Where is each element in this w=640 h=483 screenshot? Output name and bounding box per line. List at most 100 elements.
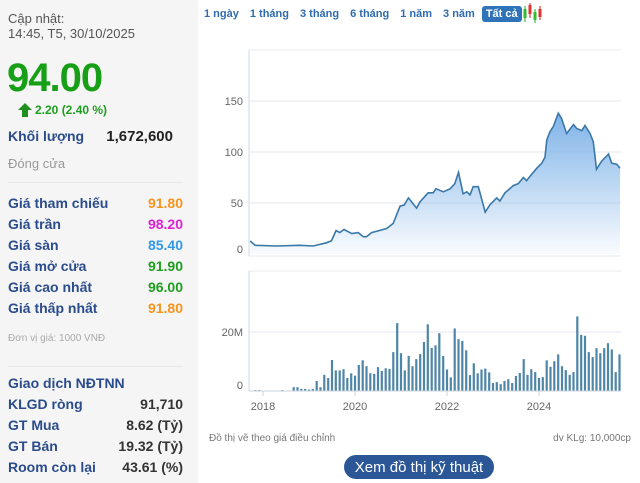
change-value: 2.20 (2.40 %) bbox=[35, 103, 108, 117]
volume-bar bbox=[537, 378, 541, 391]
tab-range[interactable]: Tất cả bbox=[481, 6, 522, 22]
price-tick-label: 0 bbox=[237, 244, 243, 256]
foreign-row: GT Bán 19.32 (Tỷ) bbox=[8, 436, 183, 456]
price-value: 91.90 bbox=[147, 258, 183, 274]
volume-bar bbox=[507, 379, 510, 391]
volume-bar bbox=[396, 323, 399, 391]
volume-bar bbox=[522, 359, 525, 391]
tab-range[interactable]: 3 tháng bbox=[299, 8, 340, 20]
volume-bar bbox=[442, 355, 445, 391]
volume-bar bbox=[392, 352, 395, 391]
update-time: 14:45, T5, 30/10/2025 bbox=[8, 26, 135, 41]
volume-bar bbox=[438, 333, 441, 391]
volume-bar bbox=[307, 389, 311, 391]
volume-bar bbox=[557, 354, 560, 391]
volume-bar bbox=[415, 359, 418, 391]
x-tick-label: 2022 bbox=[435, 401, 459, 413]
volume-bar bbox=[353, 375, 357, 391]
volume-bar bbox=[518, 373, 521, 391]
foreign-value: 91,710 bbox=[140, 396, 183, 412]
tab-range[interactable]: 6 tháng bbox=[350, 8, 390, 20]
volume-bar bbox=[380, 370, 383, 391]
unit-note: Đơn vị giá: 1000 VNĐ bbox=[8, 333, 106, 344]
volume-bar bbox=[606, 343, 610, 391]
volume-bar bbox=[296, 387, 299, 391]
volume-bar bbox=[526, 374, 529, 391]
volume-bar bbox=[564, 370, 567, 391]
x-tick-label: 2020 bbox=[343, 401, 367, 413]
volume-bar bbox=[369, 373, 372, 391]
volume-row: Khối lượng 1,672,600 bbox=[8, 126, 183, 146]
volume-bar bbox=[419, 354, 422, 391]
range-tabs: 1 ngày 1 tháng 3 tháng 6 tháng 1 năm 3 năm Tất… bbox=[200, 3, 544, 25]
volume-bar bbox=[384, 368, 387, 391]
foreign-label: GT Bán bbox=[8, 438, 58, 454]
volume-bar bbox=[319, 387, 322, 391]
volume-bar bbox=[572, 372, 575, 391]
volume-bar bbox=[315, 381, 318, 391]
tab-range[interactable]: 1 tháng bbox=[249, 8, 289, 20]
foreign-value: 8.62 (Tỷ) bbox=[126, 417, 183, 433]
current-price: 94.00 bbox=[7, 56, 103, 100]
volume-bar bbox=[350, 373, 353, 391]
volume-bar bbox=[373, 373, 376, 391]
tab-range[interactable]: 1 ngày bbox=[204, 8, 239, 20]
volume-bar bbox=[399, 353, 403, 391]
volume-bar bbox=[330, 360, 334, 391]
price-label: Giá tham chiếu bbox=[8, 195, 109, 211]
foreign-title: Giao dịch NĐTNN bbox=[8, 375, 125, 391]
volume-bar bbox=[484, 368, 487, 391]
x-tick-label: 2024 bbox=[527, 401, 551, 413]
volume-label: Khối lượng bbox=[8, 128, 85, 144]
volume-bar bbox=[453, 328, 456, 391]
volume-bar bbox=[422, 342, 426, 391]
volume-bar bbox=[553, 361, 556, 391]
price-volume-chart: 0 50 100 150 0 20M 2018 2020 2022 2024 bbox=[222, 49, 621, 413]
volume-bar bbox=[595, 348, 598, 391]
price-label: Giá thấp nhất bbox=[8, 300, 98, 316]
x-tick-label: 2018 bbox=[251, 401, 275, 413]
adjusted-price-note: Đồ thị vẽ theo giá điều chỉnh bbox=[209, 433, 336, 444]
volume-bar bbox=[472, 363, 475, 391]
market-status: Đóng cửa bbox=[8, 156, 66, 171]
volume-bar bbox=[560, 366, 564, 391]
price-value: 85.40 bbox=[147, 237, 183, 253]
volume-bar bbox=[407, 355, 410, 391]
volume-bar bbox=[511, 383, 514, 391]
price-row: Giá tham chiếu 91.80 bbox=[8, 193, 183, 213]
volume-bar bbox=[514, 376, 518, 391]
price-label: Giá cao nhất bbox=[8, 279, 93, 295]
volume-bar bbox=[568, 374, 571, 391]
volume-bar bbox=[614, 372, 617, 391]
volume-bar bbox=[488, 372, 491, 391]
volume-bar bbox=[311, 388, 314, 391]
price-value: 91.80 bbox=[147, 300, 183, 316]
foreign-label: Room còn lại bbox=[8, 459, 96, 475]
volume-bar bbox=[304, 388, 307, 391]
volume-bar bbox=[503, 381, 506, 391]
volume-bar bbox=[361, 360, 364, 391]
price-tick-label: 100 bbox=[225, 147, 243, 159]
volume-tick-label: 0 bbox=[237, 380, 243, 392]
volume-bar bbox=[292, 387, 295, 391]
volume-unit-note: dv KLg: 10,000cp bbox=[553, 433, 631, 444]
price-tick-label: 150 bbox=[225, 96, 243, 108]
candlestick-icon[interactable] bbox=[522, 3, 544, 25]
foreign-label: KLGD ròng bbox=[8, 396, 83, 412]
tab-range[interactable]: 3 năm bbox=[443, 8, 475, 20]
volume-value: 1,672,600 bbox=[106, 127, 173, 145]
volume-bar bbox=[327, 378, 330, 391]
technical-chart-button[interactable]: Xem đồ thị kỹ thuật bbox=[344, 455, 494, 479]
volume-bar bbox=[323, 374, 326, 391]
price-label: Giá trần bbox=[8, 216, 61, 232]
price-area bbox=[250, 113, 620, 254]
price-row: Giá cao nhất 96.00 bbox=[8, 277, 183, 297]
volume-bar bbox=[449, 377, 452, 391]
volume-bar bbox=[499, 384, 502, 391]
tab-range[interactable]: 1 năm bbox=[400, 8, 433, 20]
quote-panel: Cập nhật: 14:45, T5, 30/10/2025 94.00 2.… bbox=[0, 0, 198, 483]
volume-bar bbox=[334, 370, 337, 392]
price-row: Giá mở cửa 91.90 bbox=[8, 256, 183, 276]
volume-bar bbox=[346, 378, 349, 391]
volume-tick-label: 20M bbox=[222, 327, 243, 339]
